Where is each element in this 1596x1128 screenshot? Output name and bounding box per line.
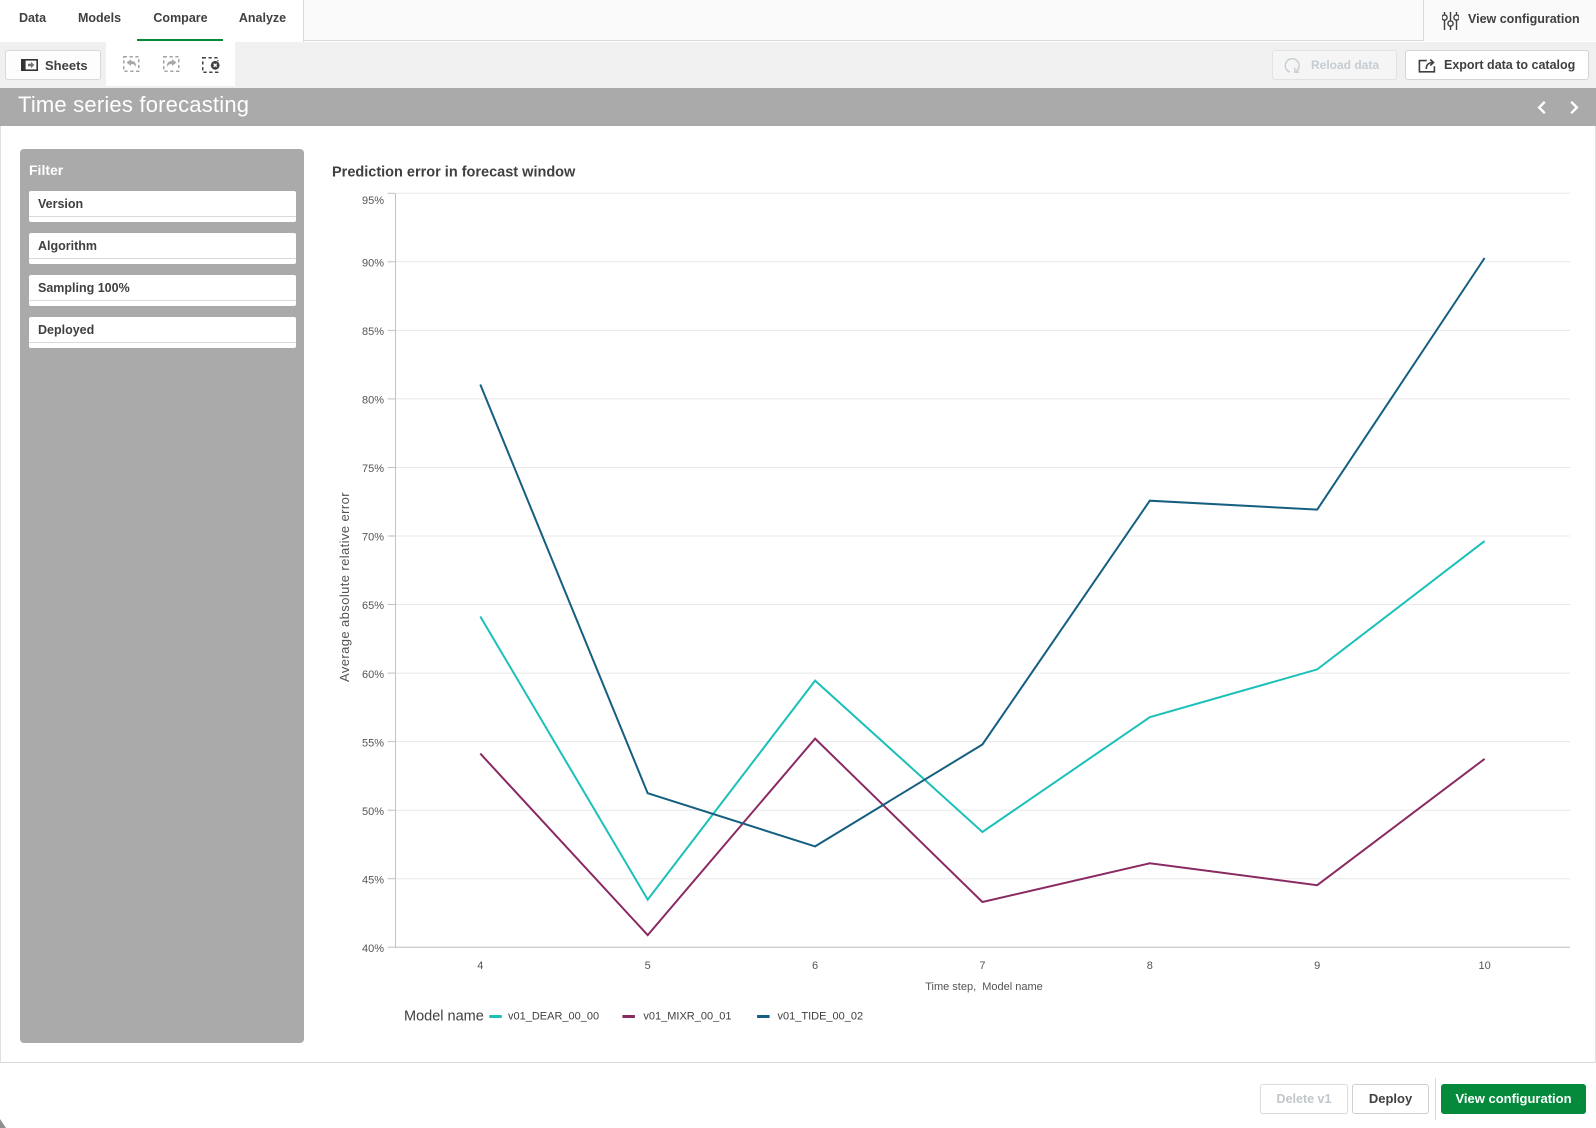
svg-text:45%: 45% [362, 874, 384, 886]
svg-text:10: 10 [1478, 960, 1490, 972]
svg-text:Model name: Model name [404, 1009, 484, 1025]
svg-text:50%: 50% [362, 806, 384, 818]
svg-text:Average absolute relative erro: Average absolute relative error [337, 492, 352, 682]
svg-text:5: 5 [645, 960, 651, 972]
svg-text:60%: 60% [362, 669, 384, 681]
svg-text:8: 8 [1147, 960, 1153, 972]
svg-text:65%: 65% [362, 600, 384, 612]
svg-text:7: 7 [979, 960, 985, 972]
svg-text:90%: 90% [362, 258, 384, 270]
svg-text:v01_DEAR_00_00: v01_DEAR_00_00 [508, 1011, 599, 1023]
svg-text:95%: 95% [362, 195, 384, 207]
svg-text:9: 9 [1314, 960, 1320, 972]
svg-text:Prediction error in forecast w: Prediction error in forecast window [332, 165, 576, 181]
svg-text:v01_MIXR_00_01: v01_MIXR_00_01 [643, 1011, 731, 1023]
svg-text:Time step, Model name: Time step, Model name [925, 981, 1043, 993]
svg-text:v01_TIDE_00_02: v01_TIDE_00_02 [778, 1011, 864, 1023]
svg-text:4: 4 [477, 960, 483, 972]
svg-text:70%: 70% [362, 532, 384, 544]
svg-text:85%: 85% [362, 326, 384, 338]
svg-text:6: 6 [812, 960, 818, 972]
svg-text:75%: 75% [362, 463, 384, 475]
svg-text:55%: 55% [362, 737, 384, 749]
svg-text:40%: 40% [362, 943, 384, 955]
svg-text:80%: 80% [362, 395, 384, 407]
